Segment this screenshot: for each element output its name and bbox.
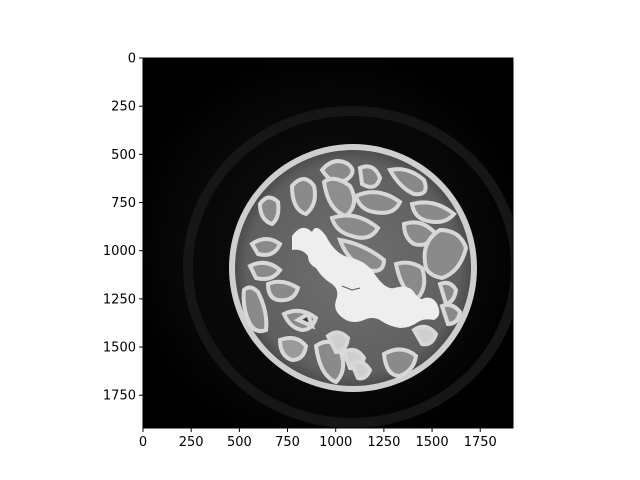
y-tick-label: 250 bbox=[111, 100, 136, 115]
y-tick-label: 1500 bbox=[103, 341, 136, 356]
x-tick-label: 1750 bbox=[464, 435, 497, 450]
x-tick-label: 1250 bbox=[367, 435, 400, 450]
y-tick-label: 1000 bbox=[103, 244, 136, 259]
outer-halo bbox=[183, 106, 513, 428]
y-tick-label: 1250 bbox=[103, 292, 136, 307]
tissue-sections bbox=[241, 159, 469, 385]
x-tick-label: 500 bbox=[227, 435, 252, 450]
axes-frame bbox=[142, 57, 514, 429]
x-tick-label: 1500 bbox=[416, 435, 449, 450]
y-axis: 0 250 500 750 1000 1250 1500 1750 bbox=[103, 52, 143, 404]
image-axes bbox=[142, 57, 514, 429]
y-tick-label: 0 bbox=[128, 52, 136, 67]
x-tick-label: 1000 bbox=[319, 435, 352, 450]
ct-image bbox=[183, 106, 513, 428]
x-axis: 0 250 500 750 1000 1250 1500 1750 bbox=[139, 428, 497, 450]
x-tick-label: 750 bbox=[275, 435, 300, 450]
central-crack bbox=[341, 285, 361, 291]
bright-central-region bbox=[292, 227, 440, 328]
y-tick-label: 1750 bbox=[103, 389, 136, 404]
x-tick-label: 250 bbox=[179, 435, 204, 450]
x-tick-label: 0 bbox=[139, 435, 147, 450]
y-tick-label: 750 bbox=[111, 196, 136, 211]
y-tick-label: 500 bbox=[111, 148, 136, 163]
